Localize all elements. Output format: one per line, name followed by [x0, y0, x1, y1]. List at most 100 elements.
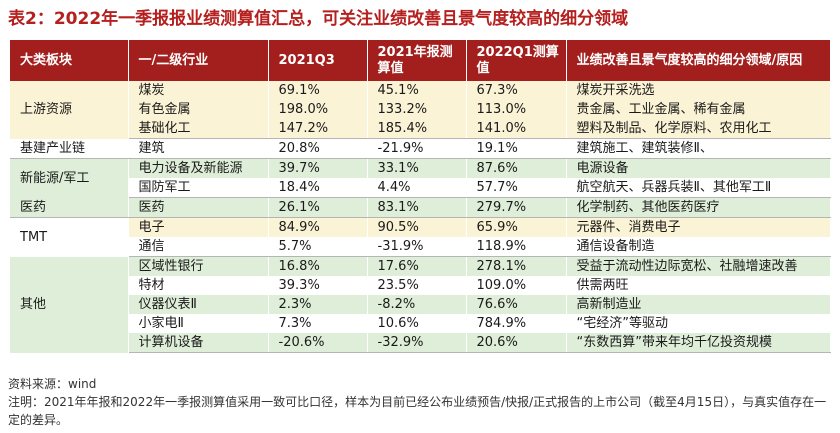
- reason-cell: 高新制造业: [566, 295, 831, 314]
- industry-cell: 国防军工: [128, 178, 269, 198]
- q1-cell: 279.7%: [466, 197, 567, 218]
- header-2022q1: 2022Q1测算值: [466, 40, 567, 81]
- industry-cell: 区域性银行: [128, 256, 269, 276]
- annual-cell: 133.2%: [367, 100, 467, 119]
- annual-cell: -32.9%: [367, 333, 467, 353]
- industry-cell: 仪器仪表Ⅱ: [128, 295, 269, 314]
- industry-cell: 特材: [128, 276, 269, 295]
- sector-cell: 医药: [10, 197, 129, 218]
- annual-cell: 83.1%: [367, 197, 467, 218]
- q1-cell: 784.9%: [466, 314, 567, 333]
- q3-cell: 20.8%: [268, 138, 368, 159]
- annual-cell: -8.2%: [367, 295, 467, 314]
- q3-cell: 18.4%: [268, 178, 368, 198]
- industry-cell: 有色金属: [128, 100, 269, 119]
- table-row: TMT 电子 84.9% 90.5% 65.9% 元器件、消费电子: [10, 217, 831, 257]
- header-industry: 一/二级行业: [128, 40, 269, 81]
- q1-cell: 19.1%: [466, 138, 567, 159]
- q3-cell: 84.9%: [268, 217, 368, 237]
- table-title: 表2：2022年一季报报业绩测算值汇总，可关注业绩改善且景气度较高的细分领域: [8, 9, 629, 29]
- q1-cell: 67.3%: [466, 81, 567, 100]
- annual-cell: 23.5%: [367, 276, 467, 295]
- annual-cell: 90.5%: [367, 217, 467, 237]
- source-note: 资料来源：wind: [8, 377, 97, 391]
- industry-cell: 煤炭: [128, 81, 269, 100]
- header-row: 大类板块 一/二级行业 2021Q3 2021年报测算值 2022Q1测算值 业…: [10, 40, 831, 81]
- reason-cell: 元器件、消费电子: [566, 217, 831, 237]
- reason-cell: 建筑施工、建筑装修Ⅱ、: [566, 138, 831, 159]
- annual-cell: 17.6%: [367, 256, 467, 276]
- reason-cell: “东数西算”带来年均千亿投资规模: [566, 333, 831, 353]
- annual-cell: 185.4%: [367, 119, 467, 139]
- q3-cell: 198.0%: [268, 100, 368, 119]
- q3-cell: 5.7%: [268, 237, 368, 257]
- annual-cell: -31.9%: [367, 237, 467, 257]
- q3-cell: 69.1%: [268, 81, 368, 100]
- industry-cell: 医药: [128, 197, 269, 218]
- q1-cell: 113.0%: [466, 100, 567, 119]
- annual-cell: 33.1%: [367, 158, 467, 178]
- q3-cell: 147.2%: [268, 119, 368, 139]
- sector-cell: 其他: [10, 256, 129, 353]
- table-row: 计算机设备 -20.6% -32.9% 20.6% “东数西算”带来年均千亿投资…: [10, 333, 831, 353]
- reason-cell: 电源设备: [566, 158, 831, 178]
- header-2021-annual: 2021年报测算值: [367, 40, 467, 81]
- q3-cell: 2.3%: [268, 295, 368, 314]
- table-row: 新能源/军工 电力设备及新能源 39.7% 33.1% 87.6% 电源设备: [10, 158, 831, 198]
- reason-cell: 受益于流动性边际宽松、社融增速改善: [566, 256, 831, 276]
- reason-cell: 塑料及制品、化学原料、农用化工: [566, 119, 831, 139]
- table-row: 基建产业链 建筑 20.8% -21.9% 19.1% 建筑施工、建筑装修Ⅱ、: [10, 138, 831, 159]
- q3-cell: 16.8%: [268, 256, 368, 276]
- industry-cell: 计算机设备: [128, 333, 269, 353]
- table-row: 医药 医药 26.1% 83.1% 279.7% 化学制药、其他医药医疗: [10, 197, 831, 218]
- table-row: 其他 区域性银行 16.8% 17.6% 278.1% 受益于流动性边际宽松、社…: [10, 256, 831, 353]
- header-2021q3: 2021Q3: [268, 40, 368, 81]
- table-row: 基础化工 147.2% 185.4% 141.0% 塑料及制品、化学原料、农用化…: [10, 119, 831, 139]
- q1-cell: 76.6%: [466, 295, 567, 314]
- annual-cell: 45.1%: [367, 81, 467, 100]
- q1-cell: 141.0%: [466, 119, 567, 139]
- q1-cell: 57.7%: [466, 178, 567, 198]
- reason-cell: 贵金属、工业金属、稀有金属: [566, 100, 831, 119]
- industry-cell: 基础化工: [128, 119, 269, 139]
- table-row: 上游资源 煤炭 69.1% 45.1% 67.3% 煤炭开采洗选: [10, 81, 831, 139]
- q1-cell: 109.0%: [466, 276, 567, 295]
- table-row: 国防军工 18.4% 4.4% 57.7% 航空航天、兵器兵装Ⅱ、其他军工Ⅱ: [10, 178, 831, 198]
- q1-cell: 65.9%: [466, 217, 567, 237]
- performance-table: 大类板块 一/二级行业 2021Q3 2021年报测算值 2022Q1测算值 业…: [10, 40, 831, 353]
- q3-cell: -20.6%: [268, 333, 368, 353]
- reason-cell: 通信设备制造: [566, 237, 831, 257]
- annual-cell: 4.4%: [367, 178, 467, 198]
- sector-cell: 新能源/军工: [10, 158, 129, 198]
- industry-cell: 小家电Ⅱ: [128, 314, 269, 333]
- industry-cell: 电子: [128, 217, 269, 237]
- q3-cell: 7.3%: [268, 314, 368, 333]
- reason-cell: 煤炭开采洗选: [566, 81, 831, 100]
- q3-cell: 26.1%: [268, 197, 368, 218]
- sector-cell: TMT: [10, 217, 129, 257]
- q1-cell: 278.1%: [466, 256, 567, 276]
- q1-cell: 87.6%: [466, 158, 567, 178]
- header-sector: 大类板块: [10, 40, 129, 81]
- reason-cell: 供需两旺: [566, 276, 831, 295]
- table-row: 有色金属 198.0% 133.2% 113.0% 贵金属、工业金属、稀有金属: [10, 100, 831, 119]
- table-row: 通信 5.7% -31.9% 118.9% 通信设备制造: [10, 237, 831, 257]
- reason-cell: 航空航天、兵器兵装Ⅱ、其他军工Ⅱ: [566, 178, 831, 198]
- sector-cell: 上游资源: [10, 81, 129, 139]
- industry-cell: 通信: [128, 237, 269, 257]
- q1-cell: 20.6%: [466, 333, 567, 353]
- table-row: 小家电Ⅱ 7.3% 10.6% 784.9% “宅经济”等驱动: [10, 314, 831, 333]
- reason-cell: “宅经济”等驱动: [566, 314, 831, 333]
- q1-cell: 118.9%: [466, 237, 567, 257]
- q3-cell: 39.3%: [268, 276, 368, 295]
- industry-cell: 建筑: [128, 138, 269, 159]
- table-row: 特材 39.3% 23.5% 109.0% 供需两旺: [10, 276, 831, 295]
- q3-cell: 39.7%: [268, 158, 368, 178]
- table-row: 仪器仪表Ⅱ 2.3% -8.2% 76.6% 高新制造业: [10, 295, 831, 314]
- annual-cell: -21.9%: [367, 138, 467, 159]
- industry-cell: 电力设备及新能源: [128, 158, 269, 178]
- sector-cell: 基建产业链: [10, 138, 129, 159]
- annual-cell: 10.6%: [367, 314, 467, 333]
- header-reason: 业绩改善且景气度较高的细分领域/原因: [566, 40, 831, 81]
